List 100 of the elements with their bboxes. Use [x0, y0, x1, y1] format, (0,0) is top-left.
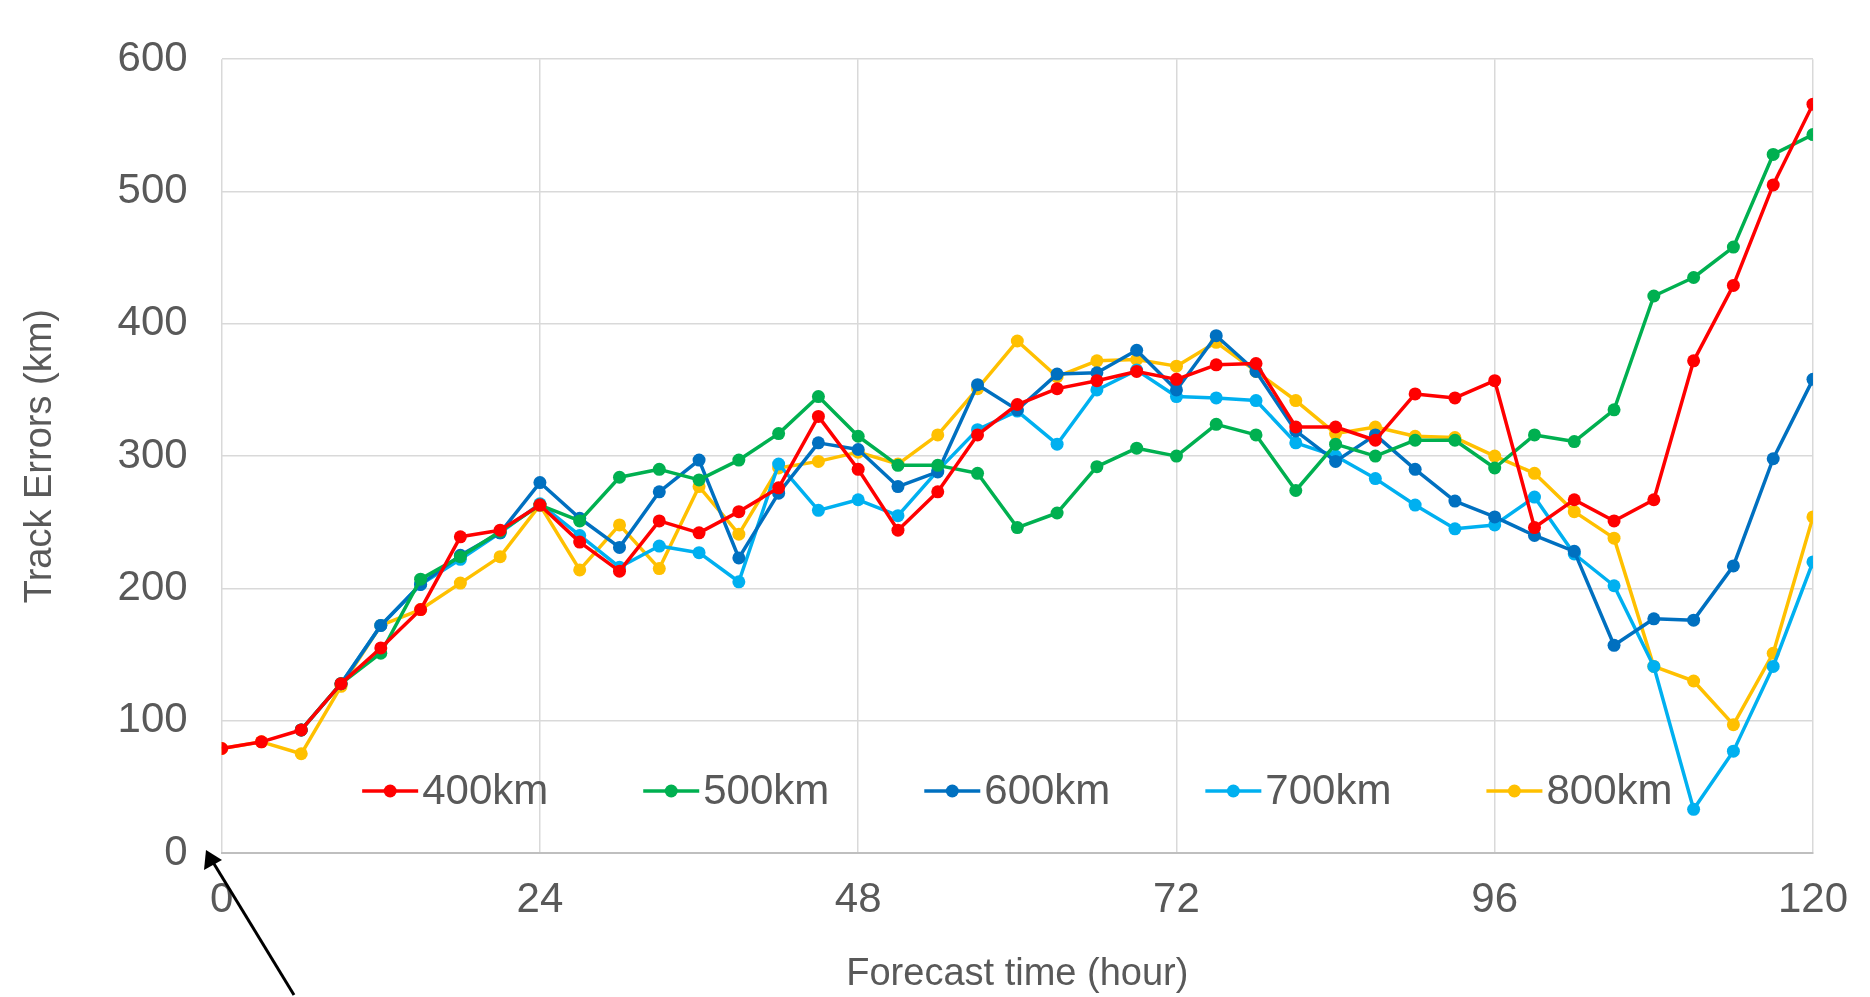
point [1408, 433, 1422, 447]
point [1607, 514, 1621, 528]
point [811, 503, 825, 517]
point [732, 551, 746, 565]
point [453, 530, 467, 544]
legend-label: 500km [703, 765, 830, 813]
x-axis-title: Forecast time (hour) [846, 950, 1189, 993]
point [294, 747, 308, 761]
point [1329, 420, 1343, 434]
point [692, 546, 706, 560]
point [1687, 354, 1701, 368]
legend-label: 600km [984, 765, 1111, 813]
point [1687, 613, 1701, 627]
point [533, 476, 547, 490]
point [1647, 289, 1661, 303]
point [851, 493, 865, 507]
point [1010, 398, 1024, 411]
point [1527, 490, 1541, 504]
point [931, 428, 945, 442]
point [1090, 374, 1104, 388]
point [652, 462, 666, 476]
point [1488, 374, 1502, 388]
y-tick-label: 500 [117, 165, 188, 213]
point [1408, 498, 1422, 512]
point [1687, 271, 1701, 284]
point [1209, 391, 1223, 405]
point [851, 462, 865, 476]
point [652, 514, 666, 528]
point [1726, 744, 1740, 758]
point [1090, 460, 1104, 474]
point [692, 526, 706, 540]
point [1329, 437, 1343, 451]
y-tick-label: 200 [117, 561, 188, 609]
point [1766, 147, 1780, 161]
point [1726, 240, 1740, 254]
point [1647, 612, 1661, 626]
point [652, 539, 666, 553]
point [1647, 493, 1661, 507]
point [732, 453, 746, 467]
point [1448, 494, 1462, 508]
point [1249, 428, 1263, 442]
point [931, 458, 945, 472]
point [1607, 638, 1621, 652]
point [1527, 466, 1541, 480]
y-axis-title: Track Errors (km) [17, 309, 60, 604]
point [1488, 461, 1502, 475]
point [493, 550, 507, 564]
point [613, 540, 626, 554]
y-tick-label: 100 [117, 694, 188, 742]
point [1130, 441, 1144, 455]
point [1050, 506, 1064, 520]
point [1766, 452, 1780, 466]
point [573, 535, 587, 549]
point [732, 575, 746, 589]
point [1050, 382, 1064, 396]
point [811, 436, 825, 450]
point [1289, 484, 1303, 497]
point [1010, 334, 1024, 348]
x-tick-label: 120 [1777, 873, 1848, 921]
point [1368, 433, 1382, 447]
point [613, 518, 626, 532]
point [1209, 417, 1223, 431]
point [1527, 521, 1541, 535]
point [1687, 674, 1701, 688]
point [891, 523, 905, 537]
point [692, 473, 706, 487]
point [1607, 579, 1621, 593]
point [1130, 343, 1144, 357]
point [1687, 802, 1701, 816]
point [1766, 659, 1780, 673]
point [811, 409, 825, 423]
point [1488, 449, 1502, 463]
x-tick-label: 96 [1471, 873, 1519, 921]
point [971, 378, 985, 392]
point [1766, 178, 1780, 192]
point [732, 527, 746, 541]
point [1567, 435, 1581, 449]
x-tick-label: 48 [834, 873, 882, 921]
point [931, 485, 945, 499]
point [1289, 436, 1303, 450]
point [772, 427, 786, 441]
point [374, 641, 388, 655]
point [1607, 531, 1621, 545]
point [811, 454, 825, 468]
point [1209, 358, 1223, 372]
point [971, 428, 985, 442]
legend-label: 700km [1265, 765, 1392, 813]
point [1050, 437, 1064, 451]
point [1448, 522, 1462, 536]
point [1249, 394, 1263, 408]
point [1368, 472, 1382, 486]
point [1249, 356, 1263, 370]
point [613, 470, 626, 484]
legend-label: 400km [422, 765, 549, 813]
y-tick-label: 600 [117, 32, 188, 80]
point [1488, 510, 1502, 524]
point [414, 572, 428, 586]
point [1726, 278, 1740, 292]
point [1169, 449, 1183, 463]
point [1567, 493, 1581, 507]
